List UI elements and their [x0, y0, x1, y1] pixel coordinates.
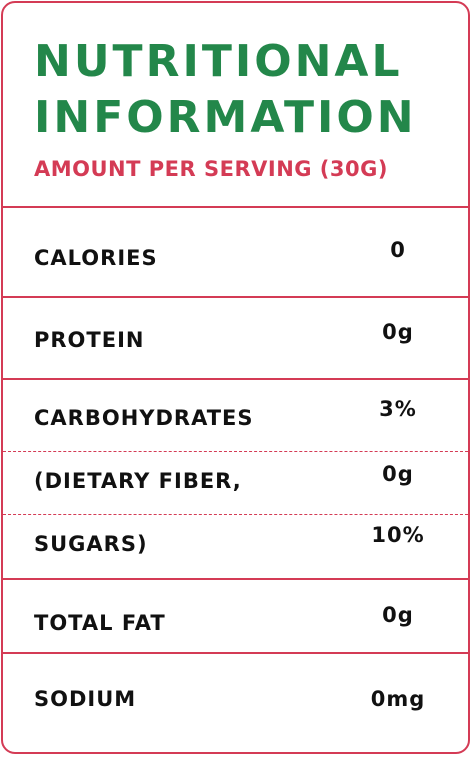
row-label-protein: PROTEIN — [34, 328, 145, 352]
row-divider — [3, 378, 468, 380]
row-value-calories: 0 — [390, 238, 406, 262]
row-value-total-fat: 0g — [382, 603, 414, 627]
row-divider-dashed — [3, 514, 468, 515]
title-line-2: INFORMATION — [34, 92, 417, 143]
row-divider-dashed — [3, 451, 468, 452]
header-divider — [3, 206, 468, 208]
row-label-sugars: SUGARS) — [34, 532, 148, 556]
row-divider — [3, 296, 468, 298]
title-line-1: NUTRITIONAL — [34, 36, 403, 87]
row-value-protein: 0g — [382, 320, 414, 344]
row-label-dietary-fiber: (DIETARY FIBER, — [34, 469, 242, 493]
row-label-sodium: SODIUM — [34, 687, 137, 711]
row-label-carbohydrates: CARBOHYDRATES — [34, 406, 254, 430]
row-label-total-fat: TOTAL FAT — [34, 611, 166, 635]
row-value-carbohydrates: 3% — [379, 397, 417, 421]
row-value-dietary-fiber: 0g — [382, 462, 414, 486]
row-value-sugars: 10% — [371, 523, 425, 547]
row-value-sodium: 0mg — [370, 687, 426, 711]
row-divider — [3, 652, 468, 654]
row-label-calories: CALORIES — [34, 246, 158, 270]
nutrition-header: NUTRITIONAL INFORMATION AMOUNT PER SERVI… — [3, 3, 468, 207]
row-divider — [3, 578, 468, 580]
serving-subtitle: AMOUNT PER SERVING (30G) — [34, 157, 388, 181]
